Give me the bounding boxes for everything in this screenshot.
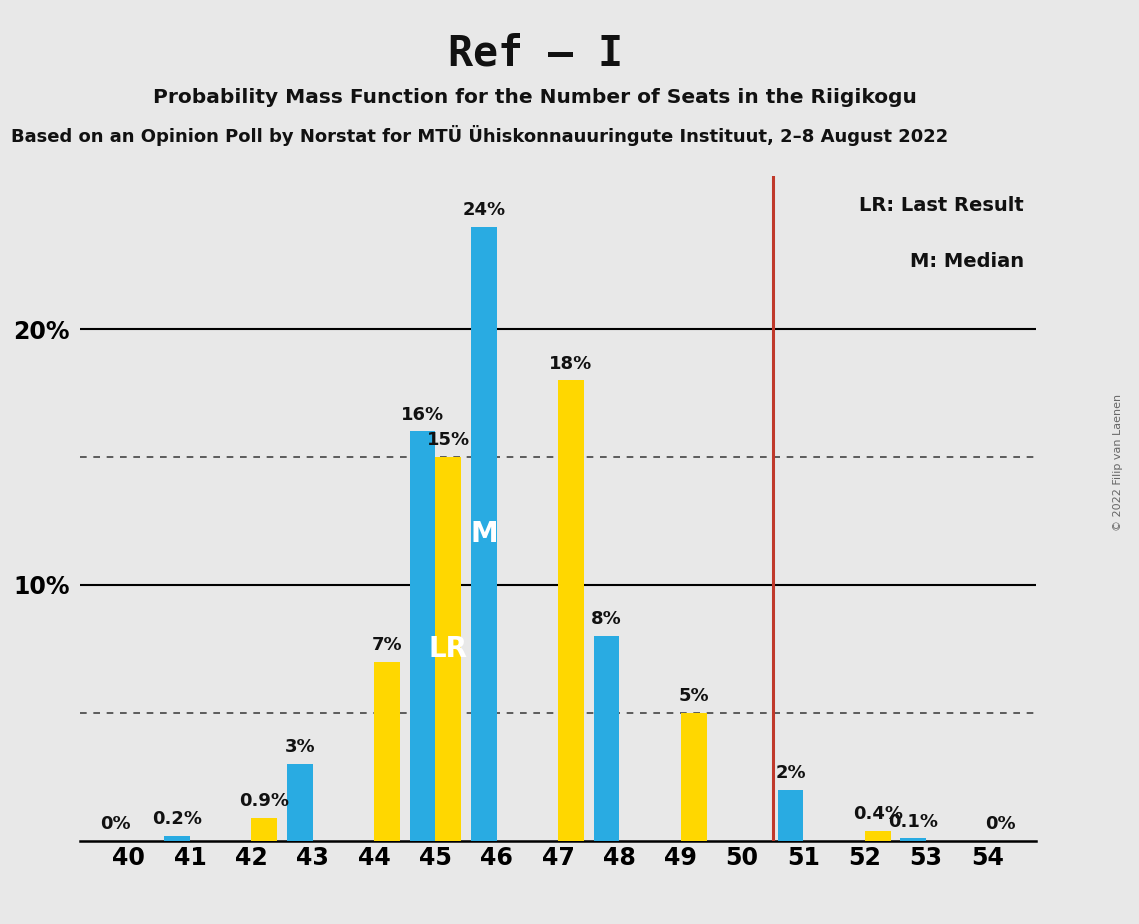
Text: 7%: 7% bbox=[371, 636, 402, 654]
Bar bbox=[252, 818, 277, 841]
Text: 0.9%: 0.9% bbox=[239, 792, 289, 810]
Text: Based on an Opinion Poll by Norstat for MTÜ Ühiskonnauuringute Instituut, 2–8 Au: Based on an Opinion Poll by Norstat for … bbox=[11, 125, 949, 146]
Bar bbox=[778, 790, 803, 841]
Text: LR: LR bbox=[428, 635, 468, 663]
Bar bbox=[472, 226, 497, 841]
Text: 0.1%: 0.1% bbox=[888, 812, 939, 831]
Bar bbox=[410, 432, 435, 841]
Text: 8%: 8% bbox=[591, 611, 622, 628]
Bar bbox=[558, 381, 584, 841]
Bar bbox=[164, 835, 190, 841]
Bar bbox=[287, 764, 313, 841]
Text: 24%: 24% bbox=[462, 201, 506, 219]
Text: 15%: 15% bbox=[427, 432, 470, 449]
Text: M: Median: M: Median bbox=[910, 252, 1024, 272]
Bar bbox=[593, 636, 620, 841]
Text: 18%: 18% bbox=[549, 355, 592, 372]
Text: Probability Mass Function for the Number of Seats in the Riigikogu: Probability Mass Function for the Number… bbox=[154, 88, 917, 107]
Text: 0.4%: 0.4% bbox=[853, 805, 902, 823]
Bar bbox=[681, 713, 706, 841]
Text: 3%: 3% bbox=[285, 738, 316, 757]
Bar bbox=[865, 831, 891, 841]
Text: 2%: 2% bbox=[776, 764, 806, 782]
Text: 16%: 16% bbox=[401, 406, 444, 424]
Bar bbox=[435, 457, 461, 841]
Text: M: M bbox=[470, 520, 498, 548]
Text: 0%: 0% bbox=[100, 815, 131, 833]
Text: 0%: 0% bbox=[985, 815, 1016, 833]
Bar bbox=[900, 838, 926, 841]
Text: 5%: 5% bbox=[679, 687, 708, 705]
Text: © 2022 Filip van Laenen: © 2022 Filip van Laenen bbox=[1114, 394, 1123, 530]
Text: 0.2%: 0.2% bbox=[153, 810, 203, 828]
Text: Ref – I: Ref – I bbox=[448, 32, 623, 74]
Bar bbox=[374, 662, 400, 841]
Text: LR: Last Result: LR: Last Result bbox=[860, 196, 1024, 215]
